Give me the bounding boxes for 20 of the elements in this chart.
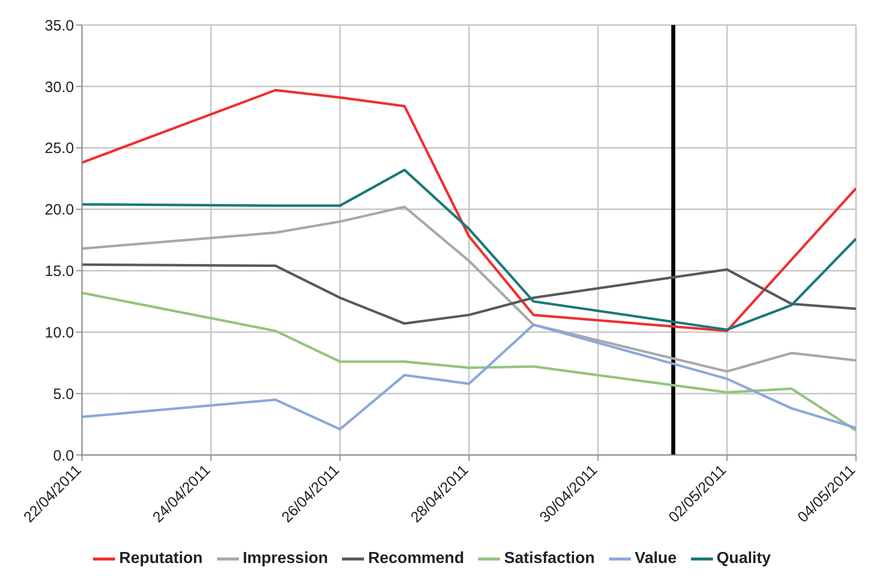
legend-label: Value: [634, 550, 677, 568]
line-series: [82, 263, 856, 325]
legend-label: Impression: [242, 550, 328, 568]
y-tick-label: 25.0: [44, 140, 74, 158]
line-series: [82, 168, 856, 331]
legend-label: Quality: [716, 550, 771, 568]
legend-label: Recommend: [367, 550, 464, 568]
y-tick-label: 20.0: [44, 202, 74, 219]
y-tick-label: 5.0: [53, 386, 74, 403]
line-series: [82, 88, 856, 332]
legend-label: Reputation: [118, 550, 203, 568]
y-tick-label: 10.0: [44, 324, 74, 342]
y-tick-label: 30.0: [44, 78, 74, 96]
line-series: [82, 324, 856, 430]
line-series: [82, 206, 856, 373]
line-series: [82, 292, 856, 432]
legend-label: Satisfaction: [503, 550, 595, 568]
y-tick-label: 15.0: [44, 263, 74, 280]
y-tick-label: 0.0: [53, 447, 74, 464]
y-tick-label: 35.0: [44, 17, 74, 34]
